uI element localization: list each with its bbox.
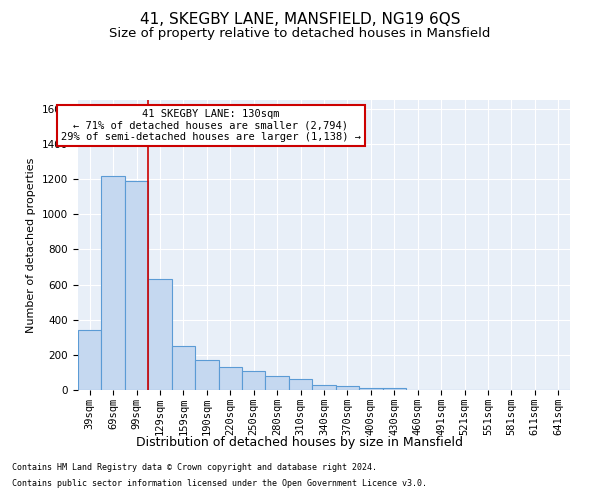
Bar (312, 384, 336, 390)
Bar (359, 388, 383, 390)
Bar (125, 181, 148, 390)
Bar (265, 376, 289, 390)
Bar (78, 330, 101, 390)
Bar (148, 280, 172, 390)
Bar (172, 346, 195, 390)
Bar (336, 386, 359, 390)
Text: 41 SKEGBY LANE: 130sqm
← 71% of detached houses are smaller (2,794)
29% of semi-: 41 SKEGBY LANE: 130sqm ← 71% of detached… (61, 108, 361, 142)
Text: 41, SKEGBY LANE, MANSFIELD, NG19 6QS: 41, SKEGBY LANE, MANSFIELD, NG19 6QS (140, 12, 460, 28)
Text: Contains public sector information licensed under the Open Government Licence v3: Contains public sector information licen… (12, 478, 427, 488)
Bar (101, 176, 125, 390)
Text: Distribution of detached houses by size in Mansfield: Distribution of detached houses by size … (137, 436, 464, 449)
Bar (242, 370, 265, 390)
Bar (383, 388, 406, 390)
Text: Size of property relative to detached houses in Mansfield: Size of property relative to detached ho… (109, 28, 491, 40)
Bar (289, 378, 312, 390)
Bar (195, 360, 218, 390)
Y-axis label: Number of detached properties: Number of detached properties (26, 158, 37, 332)
Bar (218, 367, 242, 390)
Text: Contains HM Land Registry data © Crown copyright and database right 2024.: Contains HM Land Registry data © Crown c… (12, 464, 377, 472)
